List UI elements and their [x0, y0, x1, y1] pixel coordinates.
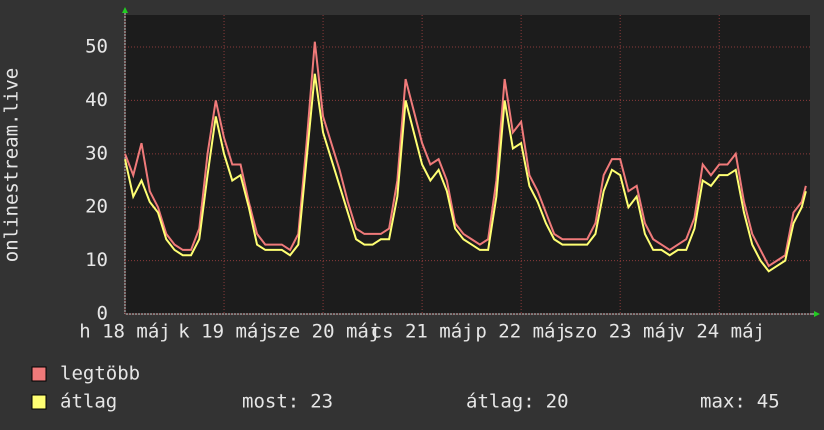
- stat-label: max:: [700, 391, 746, 413]
- legend-label: átlag: [60, 391, 117, 413]
- legend-label: legtöbb: [60, 363, 140, 385]
- y-tick-label: 20: [85, 196, 108, 218]
- x-tick-label: sze 20 máj: [266, 321, 380, 343]
- y-tick-label: 50: [85, 36, 108, 58]
- x-tick-label: cs 21 máj: [371, 321, 474, 343]
- legend-swatch: [31, 394, 47, 410]
- x-arrow: [814, 311, 820, 317]
- stat-label: most:: [242, 391, 299, 413]
- y-tick-label: 30: [85, 142, 108, 164]
- data-line: [124, 73, 807, 273]
- y-axis-label: onlinestream.live: [1, 68, 23, 262]
- stat-value: 23: [310, 391, 333, 413]
- stat-value: 45: [757, 391, 780, 413]
- x-tick-label: szo 23 máj: [563, 321, 677, 343]
- x-tick-label: v 24 máj: [673, 321, 765, 343]
- x-tick-label: k 19 máj: [178, 321, 270, 343]
- stat-value: 20: [546, 391, 569, 413]
- y-tick-label: 10: [85, 249, 108, 271]
- stat-label: átlag:: [466, 391, 535, 413]
- x-tick-label: p 22 máj: [475, 321, 567, 343]
- y-tick-label: 0: [97, 303, 108, 325]
- data-line: [124, 41, 807, 268]
- legend-swatch: [31, 366, 47, 382]
- y-arrow: [122, 7, 128, 13]
- y-tick-label: 40: [85, 89, 108, 111]
- x-tick-label: h 18 máj: [79, 321, 171, 343]
